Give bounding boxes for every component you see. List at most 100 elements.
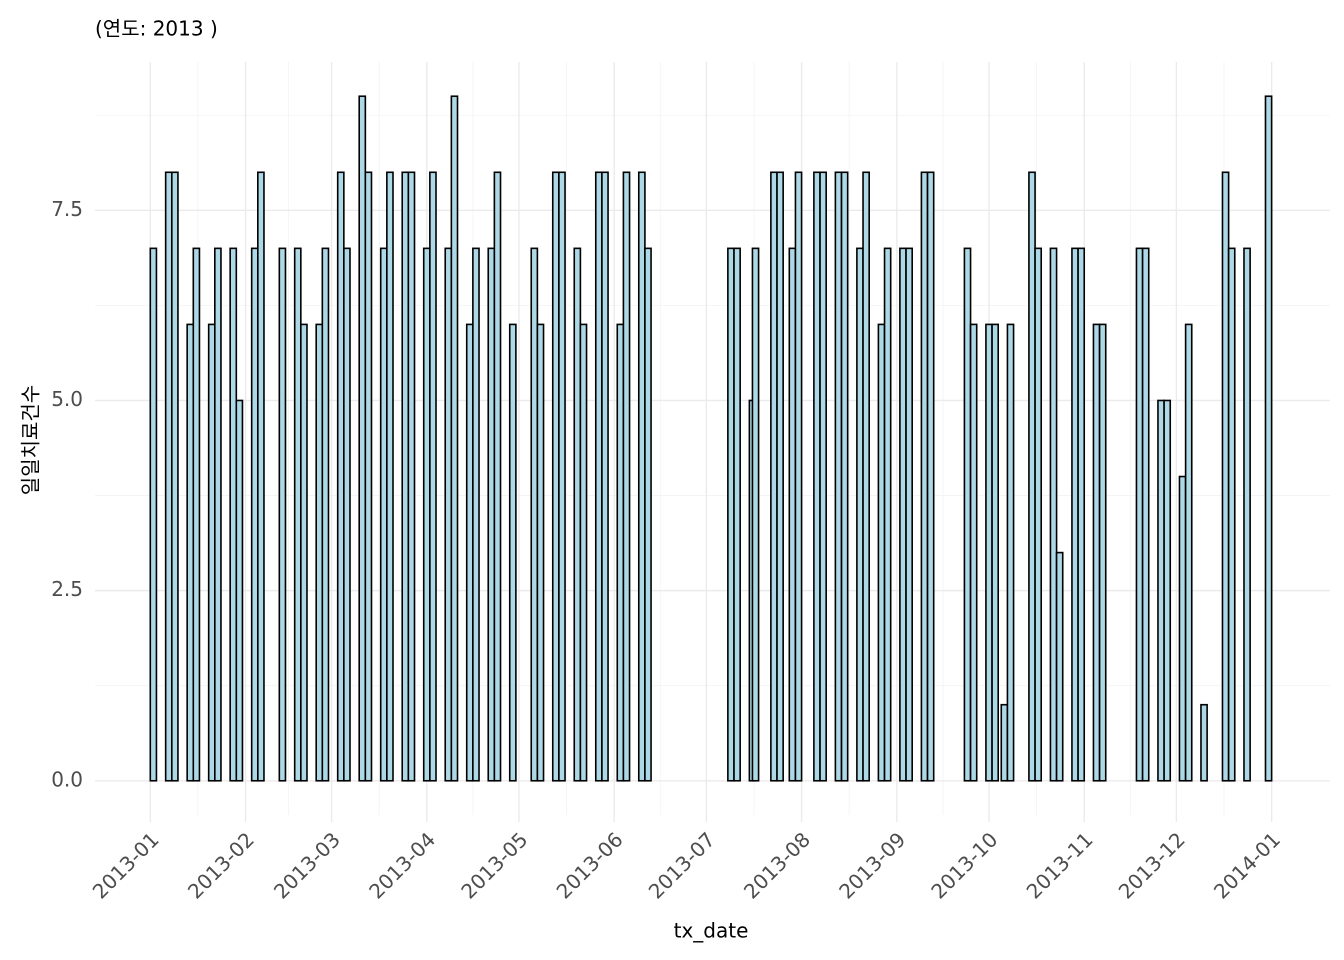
bar xyxy=(358,95,367,782)
bar xyxy=(985,323,993,782)
bar xyxy=(450,95,459,782)
bar xyxy=(444,247,453,782)
bar xyxy=(840,171,849,782)
x-tick-label: 2013-07 xyxy=(644,827,720,903)
x-tick-label: 2013-02 xyxy=(183,827,259,903)
bar xyxy=(407,171,416,782)
bar xyxy=(379,247,388,782)
bar xyxy=(862,171,870,782)
bar xyxy=(1157,399,1165,782)
bar xyxy=(920,171,929,782)
bar xyxy=(1264,95,1273,782)
bar xyxy=(1092,323,1101,782)
bar xyxy=(727,247,735,782)
bar xyxy=(637,171,646,782)
bar xyxy=(1141,247,1150,782)
bar xyxy=(149,247,158,782)
x-tick-label: 2013-12 xyxy=(1114,827,1190,903)
bar xyxy=(1098,323,1107,782)
bar xyxy=(644,247,652,782)
y-tick-label: 0.0 xyxy=(51,767,83,791)
bar xyxy=(899,247,907,782)
bar xyxy=(856,247,864,782)
bar xyxy=(770,171,778,782)
bar xyxy=(235,399,244,782)
bar xyxy=(794,171,803,782)
bar xyxy=(192,247,201,782)
bar xyxy=(422,247,431,782)
bar xyxy=(733,247,741,782)
x-tick-label: 2013-09 xyxy=(834,827,910,903)
bar xyxy=(991,323,1000,782)
bar xyxy=(1184,323,1193,782)
bar xyxy=(315,323,324,782)
bar xyxy=(622,171,631,782)
bar xyxy=(616,323,625,782)
bar xyxy=(1135,247,1144,782)
bar xyxy=(751,247,760,782)
x-tick-label: 2013-03 xyxy=(269,827,345,903)
bar xyxy=(819,171,827,782)
bar xyxy=(536,323,545,782)
y-tick-label: 5.0 xyxy=(51,387,83,411)
bar xyxy=(963,247,972,782)
x-axis-label: tx_date xyxy=(674,919,749,943)
bar xyxy=(776,171,784,782)
bar xyxy=(551,171,560,782)
y-tick-label: 2.5 xyxy=(51,577,83,601)
bar xyxy=(429,171,437,782)
bar xyxy=(813,171,821,782)
bar xyxy=(1049,247,1058,782)
bar xyxy=(1000,703,1009,782)
bar xyxy=(487,247,496,782)
bar xyxy=(883,247,892,782)
bar xyxy=(1227,247,1236,782)
x-tick-label: 2013-10 xyxy=(926,827,1002,903)
bar xyxy=(493,171,502,782)
bar xyxy=(472,247,480,782)
bar xyxy=(1221,171,1230,782)
bar xyxy=(257,171,265,782)
bar xyxy=(229,247,238,782)
bar xyxy=(214,247,222,782)
bar xyxy=(530,247,539,782)
x-tick-label: 2013-01 xyxy=(88,827,164,903)
bar xyxy=(1034,247,1043,782)
bar xyxy=(293,247,302,782)
bar xyxy=(364,171,373,782)
bar xyxy=(1006,323,1015,782)
bar xyxy=(1028,171,1036,782)
bar xyxy=(594,171,603,782)
bar xyxy=(1055,551,1064,782)
bar xyxy=(1243,247,1251,782)
x-tick-label: 2013-08 xyxy=(739,827,815,903)
x-tick-label: 2013-11 xyxy=(1022,827,1098,903)
chart-title: (연도: 2013 ) xyxy=(95,17,218,41)
bar xyxy=(905,247,913,782)
bar xyxy=(186,323,195,782)
bar xyxy=(508,323,517,782)
bar xyxy=(321,247,330,782)
bar xyxy=(278,247,287,782)
bar xyxy=(336,171,345,782)
bar xyxy=(465,323,474,782)
bar xyxy=(1163,399,1172,782)
bar xyxy=(171,171,179,782)
bar xyxy=(401,171,410,782)
bar xyxy=(926,171,935,782)
bar xyxy=(969,323,978,782)
bar xyxy=(601,171,609,782)
bar xyxy=(877,323,886,782)
bar xyxy=(834,171,843,782)
bar xyxy=(1178,475,1187,782)
bar xyxy=(386,171,394,782)
bar xyxy=(250,247,259,782)
bar xyxy=(788,247,797,782)
x-tick-label: 2013-04 xyxy=(364,827,440,903)
x-tick-label: 2014-01 xyxy=(1209,827,1285,903)
bar xyxy=(558,171,566,782)
bar xyxy=(1071,247,1079,782)
bar xyxy=(343,247,351,782)
bar xyxy=(207,323,216,782)
